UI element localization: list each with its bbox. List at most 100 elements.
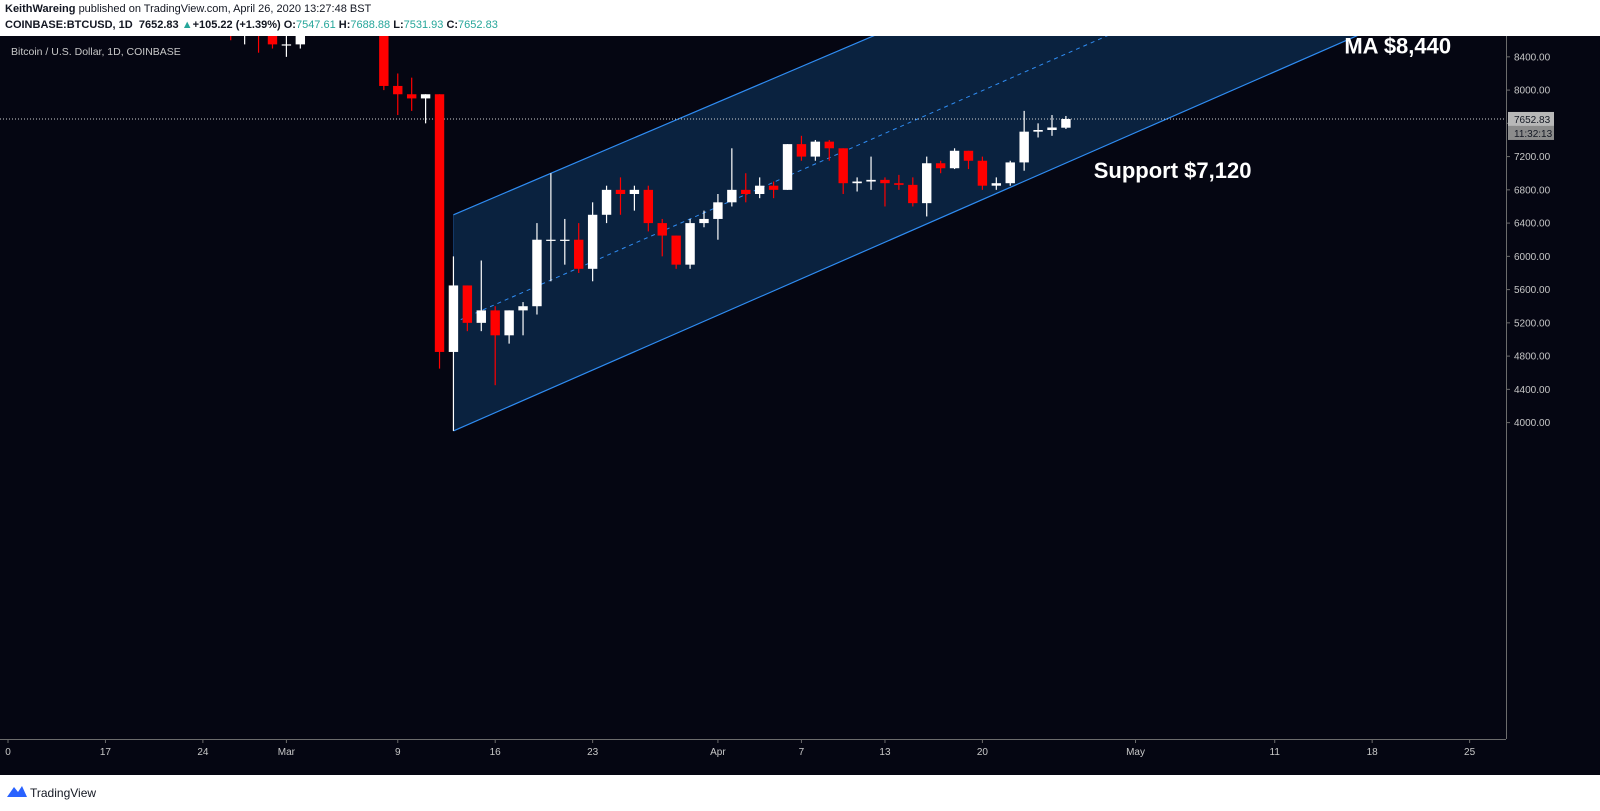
candle-body [671,235,681,265]
price-tick-label: 6000.00 [1514,252,1551,263]
candle-body [587,214,598,269]
close-label: C: [446,19,459,31]
candle-body [406,94,417,99]
time-tick-label: 25 [1464,747,1476,758]
candle [393,73,403,116]
symbol-ohlc-line: COINBASE:BTCUSD, 1D 7652.83 ▲+105.22 (+1… [5,19,498,31]
candle-body [1005,162,1015,184]
candle [1005,160,1015,186]
tradingview-brand[interactable]: TradingView [30,786,97,800]
candle [601,185,612,224]
candle-body [643,189,654,224]
low-value: 7531.93 [403,19,444,31]
time-tick-label: Apr [710,747,726,758]
candle [476,260,486,332]
candle [615,177,626,215]
candle [244,36,246,45]
candle-body [866,179,876,182]
candle-body [699,218,709,224]
last-price-label-bg [1508,111,1554,126]
candle [379,36,389,91]
countdown-label: 11:32:13 [1514,129,1553,140]
candle [866,156,876,190]
candle [699,210,709,228]
candle-body [295,36,306,45]
candle [257,36,260,53]
candle [894,174,904,190]
candle [796,135,807,161]
candle-body [420,94,431,99]
candle-body [448,285,459,352]
candle-body [476,310,486,323]
annotation-label: MA $8,440 [1344,36,1451,59]
candle [782,144,793,190]
candle-body [741,189,751,195]
high-label: H: [338,19,351,31]
tradingview-logo-icon[interactable] [6,784,28,798]
candle-body [490,310,500,336]
candle-body [462,285,473,323]
price-tick-label: 4800.00 [1514,352,1551,363]
candle [935,160,946,174]
price-chart[interactable]: Bitcoin / U.S. Dollar, 1D, COINBASE 4000.… [0,36,1600,775]
candle [991,177,1002,190]
candle-body [601,189,612,215]
candle-body [518,306,528,311]
annotation-label: Support $7,120 [1094,158,1252,183]
candle-body [852,181,862,184]
candle-body [824,141,834,149]
candle-body [727,189,737,203]
price-tick-label: 5600.00 [1514,285,1551,296]
publish-info: KeithWareing published on TradingView.co… [5,3,371,15]
candle-body [963,150,974,161]
candle [838,148,848,195]
candle [741,173,751,203]
author-name[interactable]: KeithWareing [5,3,76,15]
candle-body [532,239,542,307]
candle [880,177,890,207]
price-tick-label: 8400.00 [1514,52,1551,63]
candle-body [782,144,793,190]
candle [629,185,640,211]
low-label: L: [393,19,404,31]
candle-body [977,160,988,186]
price-tick-label: 4400.00 [1514,385,1551,396]
candle-body [504,310,514,336]
candle [949,148,960,170]
candle-body [1061,118,1071,128]
candle-body [267,36,278,45]
candle [281,36,292,57]
last-price-label: 7652.83 [1514,115,1551,126]
candle-body [657,223,667,236]
time-tick-label: 9 [395,747,401,758]
time-tick-label: 18 [1367,747,1379,758]
candle-body [838,148,848,184]
candle-body [281,44,292,46]
candle-body [894,183,904,185]
candle-body [908,184,918,204]
candle-body [615,189,626,195]
candle [963,150,974,170]
open-label: O: [283,19,296,31]
candle-body [393,85,403,95]
candle [671,235,681,269]
time-tick-label: 7 [799,747,805,758]
candle-body [1019,131,1029,163]
high-value: 7688.88 [350,19,391,31]
candle [657,218,667,257]
price-tick-label: 7200.00 [1514,152,1551,163]
candle-body [434,94,445,352]
candle [560,218,570,265]
time-tick-label: 13 [879,747,891,758]
symbol-label: COINBASE:BTCUSD, 1D [5,19,133,31]
candle [643,185,654,232]
price-tick-label: 6800.00 [1514,185,1551,196]
candle-body [880,179,890,184]
candle-body [754,185,765,195]
candle [810,139,821,161]
candle [406,77,417,111]
candle [295,36,306,49]
candle-body [935,163,946,169]
up-arrow-icon: ▲ [181,19,193,31]
candle [1019,110,1029,171]
